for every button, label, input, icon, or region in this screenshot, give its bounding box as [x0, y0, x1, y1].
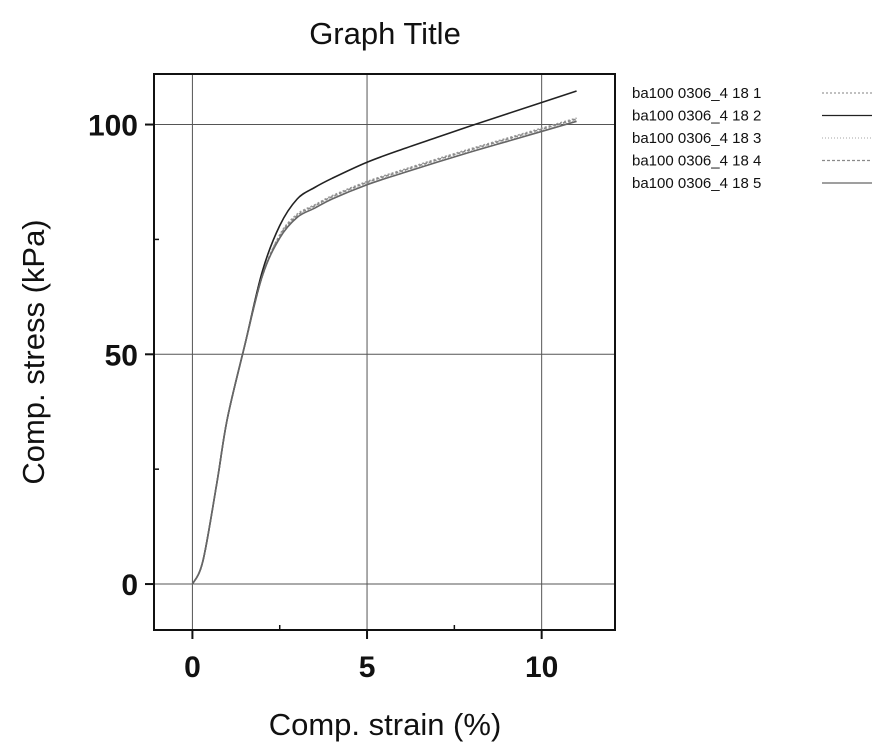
x-axis-label: Comp. strain (%) [269, 707, 502, 742]
series-line-3 [191, 119, 577, 585]
series-line-1 [191, 117, 577, 585]
series-line-4 [191, 118, 577, 585]
y-tick-label-2: 100 [88, 110, 138, 143]
x-tick-label-2: 10 [525, 651, 558, 684]
y-tick-label-1: 50 [105, 339, 138, 372]
x-tick-label-1: 5 [359, 651, 376, 684]
chart-title: Graph Title [309, 16, 461, 51]
y-axis-label: Comp. stress (kPa) [16, 219, 51, 484]
legend: ba100 0306_4 18 1 ba100 0306_4 18 2 ba100 … [632, 85, 872, 192]
x-tick-label-0: 0 [184, 651, 201, 684]
legend-label-3: ba100 0306_4 18 3 [632, 130, 761, 147]
legend-label-4: ba100 0306_4 18 4 [632, 153, 761, 170]
legend-label-1: ba100 0306_4 18 1 [632, 85, 761, 102]
y-tick-label-0: 0 [121, 569, 138, 602]
legend-label-5: ba100 0306_4 18 5 [632, 175, 761, 192]
series-line-2 [191, 90, 577, 585]
plot-frame [153, 73, 616, 631]
series-line-5 [191, 120, 577, 585]
legend-label-2: ba100 0306_4 18 2 [632, 108, 761, 125]
